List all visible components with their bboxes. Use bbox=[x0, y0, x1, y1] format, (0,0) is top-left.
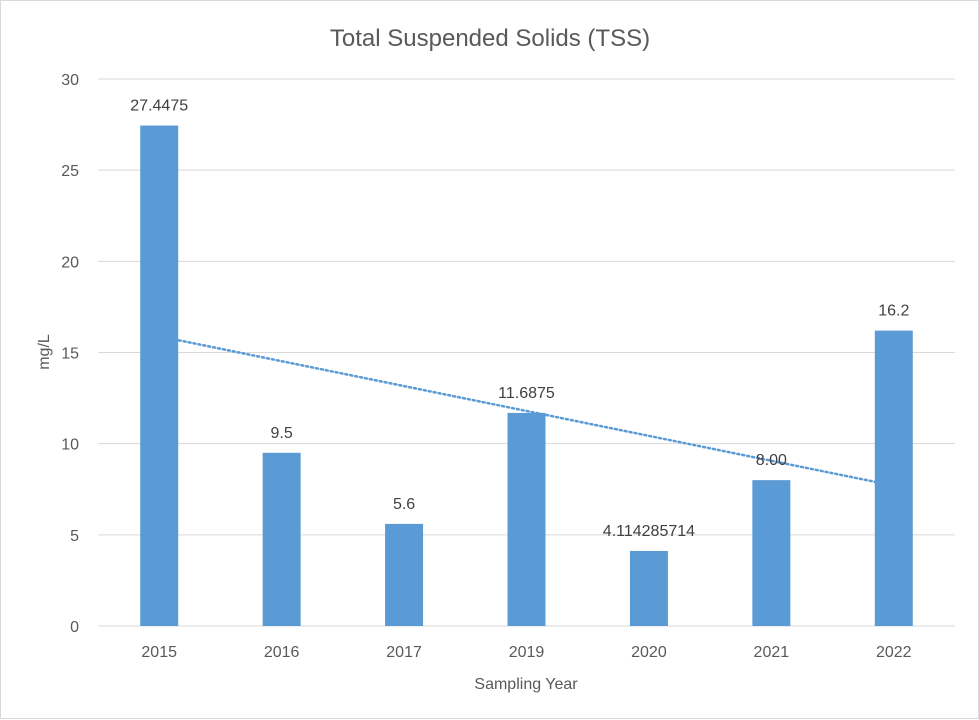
trendline-group bbox=[157, 335, 896, 487]
bar-2016 bbox=[262, 452, 301, 626]
x-axis-label: Sampling Year bbox=[474, 676, 578, 693]
x-tick-label: 2022 bbox=[876, 644, 912, 661]
data-labels: 27.4475 9.5 5.6 11.6875 4.114285714 8.00 16.2 bbox=[130, 98, 909, 540]
data-label-2016: 9.5 bbox=[271, 425, 293, 442]
y-tick-label: 10 bbox=[61, 437, 79, 454]
x-tick-label: 2015 bbox=[141, 644, 177, 661]
data-label-2019: 11.6875 bbox=[498, 385, 555, 402]
data-label-2017: 5.6 bbox=[393, 496, 415, 513]
data-label-2020: 4.114285714 bbox=[603, 523, 695, 540]
bar-2019 bbox=[507, 412, 546, 626]
y-tick-label: 30 bbox=[61, 72, 79, 89]
chart-title: Total Suspended Solids (TSS) bbox=[330, 25, 650, 52]
data-label-2021: 8.00 bbox=[756, 452, 787, 469]
x-tick-label: 2019 bbox=[509, 644, 545, 661]
y-tick-label: 15 bbox=[61, 346, 79, 363]
x-tick-label: 2021 bbox=[754, 644, 790, 661]
y-axis-label: mg/L bbox=[36, 334, 53, 370]
y-axis-ticks: 0 5 10 15 20 25 30 bbox=[61, 72, 79, 636]
bar-2022 bbox=[874, 330, 913, 626]
bar-2015 bbox=[140, 125, 179, 626]
y-tick-label: 0 bbox=[70, 619, 79, 636]
trendline bbox=[157, 335, 896, 487]
y-tick-label: 20 bbox=[61, 254, 79, 271]
bar-2021 bbox=[752, 480, 791, 626]
bar-2017 bbox=[385, 523, 424, 626]
data-label-2022: 16.2 bbox=[878, 303, 909, 320]
data-label-2015: 27.4475 bbox=[130, 98, 188, 115]
y-tick-label: 25 bbox=[61, 163, 79, 180]
x-tick-label: 2017 bbox=[386, 644, 422, 661]
bar-2020 bbox=[629, 550, 668, 626]
x-axis-ticks: 2015 2016 2017 2019 2020 2021 2022 bbox=[141, 644, 911, 661]
bars bbox=[140, 125, 913, 626]
x-tick-label: 2020 bbox=[631, 644, 667, 661]
x-tick-label: 2016 bbox=[264, 644, 300, 661]
y-tick-label: 5 bbox=[70, 528, 79, 545]
